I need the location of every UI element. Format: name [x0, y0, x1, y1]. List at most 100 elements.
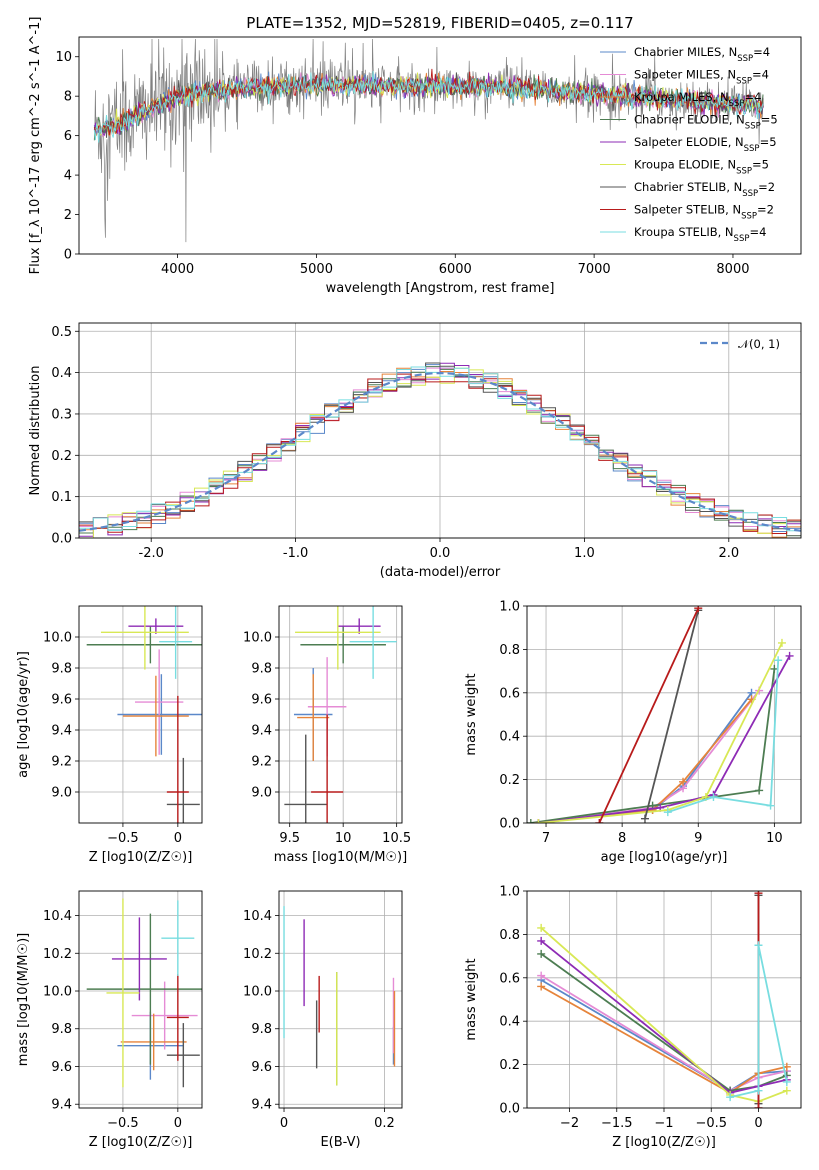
- mass-weight-line: [538, 692, 753, 823]
- plot-area: [86, 606, 202, 823]
- y-tick-label: 0.8: [499, 643, 520, 658]
- y-tick-label: 9.8: [251, 1022, 272, 1037]
- x-tick-label: −1.5: [601, 1116, 633, 1131]
- mass-weight-point: [595, 819, 604, 823]
- y-axis-label: mass [log10(M/M☉)]: [16, 933, 31, 1066]
- axes-frame: [78, 36, 802, 255]
- y-tick-label: 1.0: [499, 885, 520, 900]
- legend-value: =5: [761, 113, 778, 127]
- y-tick-label: 9.8: [51, 662, 72, 677]
- legend-label: Chabrier STELIB, NSSP=2: [634, 180, 775, 199]
- mass-weight-point: [777, 638, 786, 647]
- y-tick-label: 9.8: [251, 662, 272, 677]
- y-tick-label: 0.4: [499, 1015, 520, 1030]
- x-axis-label: Z [log10(Z/Z☉)]: [89, 1135, 193, 1150]
- mass-weight-point: [640, 814, 649, 823]
- y-tick-label: 9.4: [251, 724, 272, 739]
- panel-residuals: -2.0 -1.0 0.0 1.0 2.0 0.0 0.1 0.2 0.3 0.4 0.5 (data…: [28, 322, 802, 580]
- mass-weight-point: [537, 936, 546, 945]
- ticks: −2 −1.5 −1 −0.5 0 0.0 0.2 0.4 0.6 0.8 1.0: [499, 885, 762, 1132]
- mass-weight-line: [538, 698, 753, 823]
- mass-weight-line: [644, 610, 700, 819]
- mass-weight-point: [679, 777, 688, 786]
- plot-area: [283, 906, 396, 1086]
- x-tick-label: 8: [618, 831, 626, 846]
- legend-value: =4: [749, 225, 766, 239]
- legend-value: =2: [758, 180, 775, 194]
- panel-spectrum: 4000 5000 6000 7000 8000 0 2 4 6 8 10 wavelength [A…: [28, 17, 802, 296]
- y-tick-label: 10.2: [243, 947, 272, 962]
- y-tick-label: 0.0: [51, 532, 72, 547]
- x-tick-label: 10: [335, 831, 352, 846]
- mass-weight-point: [694, 606, 703, 613]
- legend-subscript: SSP: [745, 122, 761, 132]
- mass-weight-line: [540, 953, 788, 1092]
- mass-weight-point: [537, 923, 546, 932]
- y-tick-label: 0.1: [51, 490, 72, 505]
- x-axis-label: Z [log10(Z/Z☉)]: [612, 1135, 716, 1150]
- x-tick-label: 5000: [300, 262, 333, 277]
- y-tick-label: 9.6: [251, 693, 272, 708]
- mass-weight-point: [527, 819, 535, 823]
- ticks: −0.5 0 9.0 9.2 9.4 9.6 9.8 10.0: [43, 631, 182, 847]
- x-axis-label: Z [log10(Z/Z☉)]: [89, 850, 193, 865]
- y-tick-label: 9.8: [51, 1022, 72, 1037]
- mass-weight-point: [534, 819, 543, 823]
- x-tick-label: 1.0: [574, 546, 595, 561]
- x-tick-label: 9.5: [279, 831, 300, 846]
- panel-mass-vs-z: −0.5 0 9.4 9.6 9.8 10.0 10.2 10.4 Z [log10(Z/Z☉)…: [16, 890, 203, 1150]
- x-axis-label: age [log10(age/yr)]: [601, 850, 728, 865]
- histogram-8: [79, 366, 801, 532]
- mass-weight-point: [785, 651, 794, 660]
- grid: [79, 323, 801, 539]
- mass-weight-point: [766, 801, 775, 810]
- y-tick-label: 0.5: [51, 325, 72, 340]
- legend-label: Kroupa STELIB, NSSP=4: [634, 225, 766, 244]
- y-tick-label: 10.4: [243, 909, 272, 924]
- axes-frame: [278, 605, 403, 824]
- plot-area: [537, 891, 791, 1108]
- y-tick-label: 9.6: [51, 1060, 72, 1075]
- y-tick-label: 9.0: [51, 786, 72, 801]
- x-tick-label: 0: [280, 1116, 288, 1131]
- mass-weight-point: [537, 982, 546, 991]
- y-axis-label: age [log10(age/yr)]: [16, 651, 31, 778]
- y-tick-label: 0.0: [499, 817, 520, 832]
- mass-weight-point: [754, 891, 763, 898]
- x-tick-label: −0.5: [695, 1116, 727, 1131]
- legend-subscript: SSP: [736, 77, 752, 87]
- ticks: −0.5 0 9.4 9.6 9.8 10.0 10.2 10.4: [43, 909, 182, 1131]
- plot-area: [86, 898, 202, 1088]
- x-tick-label: 0.0: [430, 546, 451, 561]
- y-tick-label: 1.0: [499, 600, 520, 615]
- x-tick-label: 8000: [716, 262, 749, 277]
- y-tick-label: 8: [64, 90, 72, 105]
- axes-frame: [278, 890, 403, 1109]
- y-tick-label: 10.0: [243, 985, 272, 1000]
- y-tick-label: 0.6: [499, 971, 520, 986]
- y-tick-label: 10: [55, 50, 72, 65]
- y-axis-label: Normed distribution: [28, 366, 43, 496]
- legend-subscript: SSP: [744, 144, 760, 154]
- legend-subscript: SSP: [736, 167, 752, 177]
- axes-frame: [78, 890, 203, 1109]
- mass-weight-point: [709, 792, 718, 801]
- x-axis-label: (data-model)/error: [380, 565, 501, 580]
- y-tick-label: 0.6: [499, 686, 520, 701]
- legend-value: =5: [752, 158, 769, 172]
- mass-weight-line: [538, 655, 791, 823]
- plot-area: [93, 38, 764, 243]
- y-tick-label: 6: [64, 129, 72, 144]
- figure-title: PLATE=1352, MJD=52819, FIBERID=0405, z=0…: [246, 14, 633, 32]
- ticks: -2.0 -1.0 0.0 1.0 2.0 0.0 0.1 0.2 0.3 0.4 0.5: [51, 325, 739, 561]
- x-tick-label: -2.0: [139, 546, 164, 561]
- y-tick-label: 4: [64, 169, 72, 184]
- legend-subscript: SSP: [741, 212, 757, 222]
- y-axis-label: mass weight: [464, 958, 479, 1040]
- gaussian-curve: [79, 371, 801, 532]
- x-tick-label: 7000: [578, 262, 611, 277]
- plot-area: [284, 606, 397, 823]
- x-tick-label: 4000: [161, 262, 194, 277]
- y-tick-label: 0.3: [51, 407, 72, 422]
- legend-value: =2: [757, 203, 774, 217]
